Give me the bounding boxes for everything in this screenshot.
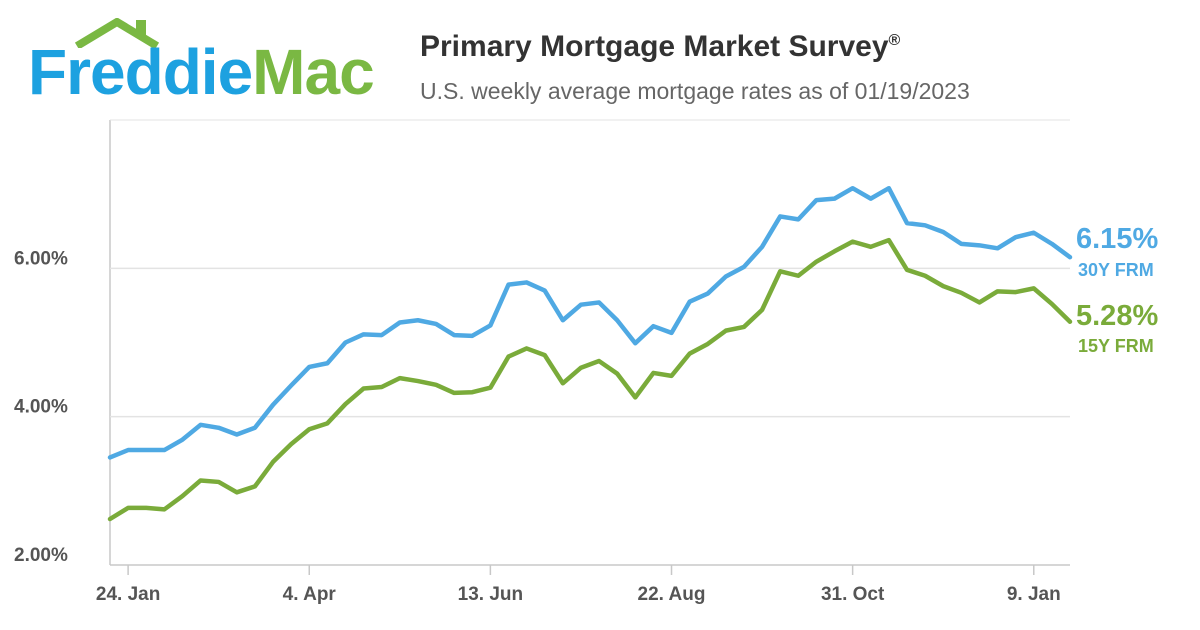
chart-subtitle: U.S. weekly average mortgage rates as of… bbox=[420, 78, 970, 104]
freddie-mac-logo: FreddieMac bbox=[28, 18, 388, 108]
series-end-value: 5.28% bbox=[1076, 300, 1158, 332]
house-roof-icon bbox=[74, 18, 160, 48]
registered-mark: ® bbox=[888, 32, 901, 49]
logo-wordmark: FreddieMac bbox=[28, 40, 375, 104]
series-name-label: 15Y FRM bbox=[1078, 336, 1154, 356]
x-tick-label: 9. Jan bbox=[1007, 584, 1061, 605]
y-tick-label: 4.00% bbox=[14, 397, 68, 418]
series-line-15y bbox=[107, 237, 1073, 522]
logo-word-freddie: Freddie bbox=[28, 36, 253, 108]
y-tick-label: 2.00% bbox=[14, 545, 68, 566]
series-line-30y bbox=[107, 185, 1073, 460]
x-tick-label: 24. Jan bbox=[96, 584, 160, 605]
x-tick-label: 4. Apr bbox=[283, 584, 337, 605]
x-tick-label: 13. Jun bbox=[458, 584, 523, 605]
series-end-value: 6.15% bbox=[1076, 223, 1158, 255]
x-tick-label: 22. Aug bbox=[638, 584, 706, 605]
chart-title-text: Primary Mortgage Market Survey bbox=[420, 30, 889, 63]
x-tick-label: 31. Oct bbox=[821, 584, 885, 605]
logo-word-mac: Mac bbox=[252, 36, 374, 108]
chart-title: Primary Mortgage Market Survey® bbox=[420, 30, 900, 64]
series-name-label: 30Y FRM bbox=[1078, 260, 1154, 280]
y-tick-label: 6.00% bbox=[14, 248, 68, 269]
